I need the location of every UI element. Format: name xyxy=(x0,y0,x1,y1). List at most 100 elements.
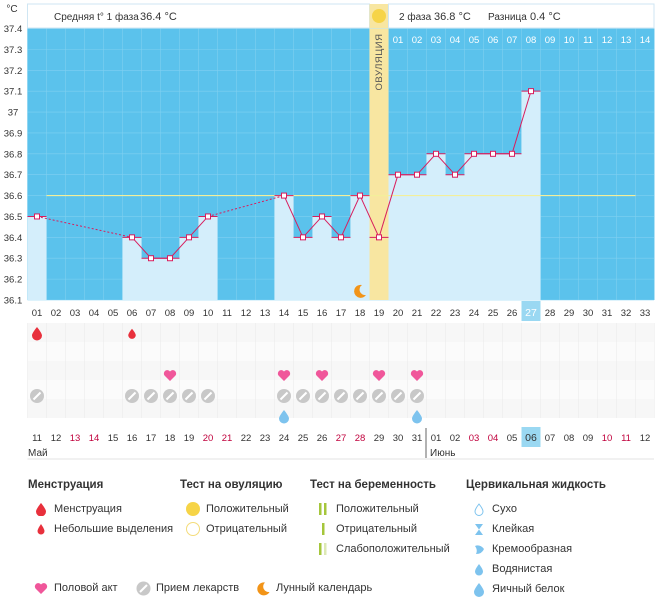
date-label: 17 xyxy=(146,433,157,444)
cycle-day-label: 01 xyxy=(32,308,43,319)
date-label: 29 xyxy=(374,433,385,444)
legend-menstruation: Менструация Менструация Небольшие выделе… xyxy=(28,479,173,539)
temperature-line-segment xyxy=(511,91,532,154)
pill-icon-stroke xyxy=(127,391,137,401)
pill-icon-stroke xyxy=(412,391,422,401)
date-label: 11 xyxy=(32,433,42,444)
menstruation-drop-icon xyxy=(28,502,54,516)
cycle-day-label: 04 xyxy=(89,308,100,319)
heart-icon xyxy=(277,370,291,381)
phase1-label: Средняя t° 1 фаза xyxy=(54,11,139,23)
date-label: 31 xyxy=(412,433,423,444)
cycle-day-label: 22 xyxy=(431,308,442,319)
legend-ovulation-test: Тест на овуляцию Положительный Отрицател… xyxy=(180,479,289,539)
temperature-point xyxy=(205,213,211,220)
cycle-day-label: 25 xyxy=(488,308,499,319)
cycle-day-label: 12 xyxy=(241,308,252,319)
moon-icon xyxy=(250,581,276,596)
temp-bar xyxy=(388,174,408,300)
heart-icon xyxy=(163,370,177,381)
legend-medication-label: Прием лекарств xyxy=(156,582,240,594)
temperature-line-segment xyxy=(188,216,209,238)
phase2-day-label: 11 xyxy=(583,35,593,46)
symbol-row-background xyxy=(27,399,654,418)
legend-pregnancy-weak-row: Слабоположительный xyxy=(310,539,450,559)
legend-fluid-creamy-row: Кремообразная xyxy=(466,539,606,559)
cycle-day-label: 09 xyxy=(184,308,195,319)
temperature-point xyxy=(129,234,135,241)
legend-pregnancy-test: Тест на беременность Положительный Отриц… xyxy=(310,479,450,559)
legend-pregnancy-title: Тест на беременность xyxy=(310,479,436,491)
phase2-label: 2 фаза xyxy=(399,11,432,23)
phase2-day-label: 13 xyxy=(621,35,632,46)
legend-intercourse-label: Половой акт xyxy=(54,582,118,594)
menstruation-drop-icon xyxy=(32,327,42,341)
temperature-point xyxy=(433,150,439,157)
phase2-day-label: 02 xyxy=(412,35,423,46)
temp-bar xyxy=(312,216,332,300)
phase2-day-label: 07 xyxy=(507,35,518,46)
y-tick-label: 36.8 xyxy=(4,149,23,160)
cycle-day-label: 32 xyxy=(621,308,632,319)
cycle-day-label: 08 xyxy=(165,308,176,319)
legend-menstruation-row: Менструация xyxy=(28,499,173,519)
temperature-line-segment xyxy=(435,153,456,176)
egg-white-drop-icon xyxy=(279,410,289,424)
diff-label: Разница xyxy=(488,12,527,23)
temp-bar xyxy=(407,174,427,300)
cycle-day-label: 07 xyxy=(146,308,157,319)
pill-icon-stroke xyxy=(146,391,156,401)
date-label: 12 xyxy=(51,433,62,444)
legend-fluid-sticky-label: Клейкая xyxy=(492,523,535,535)
cycle-day-label: 16 xyxy=(317,308,328,319)
cycle-day-label: 26 xyxy=(507,308,518,319)
temp-bar xyxy=(160,258,180,300)
phase2-day-label: 01 xyxy=(393,35,404,46)
date-label: 27 xyxy=(336,433,347,444)
date-label: 12 xyxy=(640,433,651,444)
pill-icon-stroke xyxy=(298,391,308,401)
temp-bar xyxy=(198,216,218,300)
pill-icon-stroke xyxy=(355,391,365,401)
legend-fluid-creamy-label: Кремообразная xyxy=(492,543,573,555)
temperature-point xyxy=(376,234,382,241)
temperature-line-segment xyxy=(416,153,437,176)
temperature-line-segment xyxy=(340,195,361,238)
legend-intercourse-row: Половой акт xyxy=(28,578,130,598)
pill-icon-stroke xyxy=(374,391,384,401)
heart-icon xyxy=(315,370,329,381)
cycle-day-label: 15 xyxy=(298,308,309,319)
phase2-day-label: 08 xyxy=(526,35,537,46)
y-tick-label: 37.2 xyxy=(4,66,23,77)
temp-bar xyxy=(27,216,47,300)
temperature-line-dashed-segment xyxy=(207,195,285,217)
creamy-icon xyxy=(466,543,492,556)
y-tick-label: 37.1 xyxy=(4,87,23,98)
date-label: 20 xyxy=(203,433,214,444)
cycle-day-label: 06 xyxy=(127,308,138,319)
temperature-point xyxy=(300,234,306,241)
cycle-day-label: 10 xyxy=(203,308,214,319)
pill-icon-stroke xyxy=(184,391,194,401)
temp-bar xyxy=(179,237,199,300)
temperature-point xyxy=(34,213,40,220)
temperature-point xyxy=(281,192,287,199)
legend-cervical-fluid: Цервикальная жидкость Сухо Клейкая Кремо… xyxy=(466,479,606,599)
date-label: 18 xyxy=(165,433,176,444)
temperature-point xyxy=(452,171,458,178)
cycle-day-label: 11 xyxy=(222,308,232,319)
date-label: 13 xyxy=(70,433,81,444)
temp-bar xyxy=(502,153,522,300)
legend-fluid-eggwhite-row: Яичный белок xyxy=(466,579,606,599)
y-tick-label: 36.9 xyxy=(4,128,23,139)
ovulation-positive-icon xyxy=(180,501,206,517)
legend-ovulation-negative-row: Отрицательный xyxy=(180,519,289,539)
spotting-drop-icon xyxy=(128,328,136,339)
cycle-day-label: 20 xyxy=(393,308,404,319)
y-tick-label: 36.2 xyxy=(4,275,23,286)
date-label: 23 xyxy=(260,433,271,444)
temperature-point xyxy=(357,192,363,199)
temperature-line-segment xyxy=(321,216,342,238)
date-label: 09 xyxy=(583,433,594,444)
legend-menstruation-title: Менструация xyxy=(28,479,104,491)
